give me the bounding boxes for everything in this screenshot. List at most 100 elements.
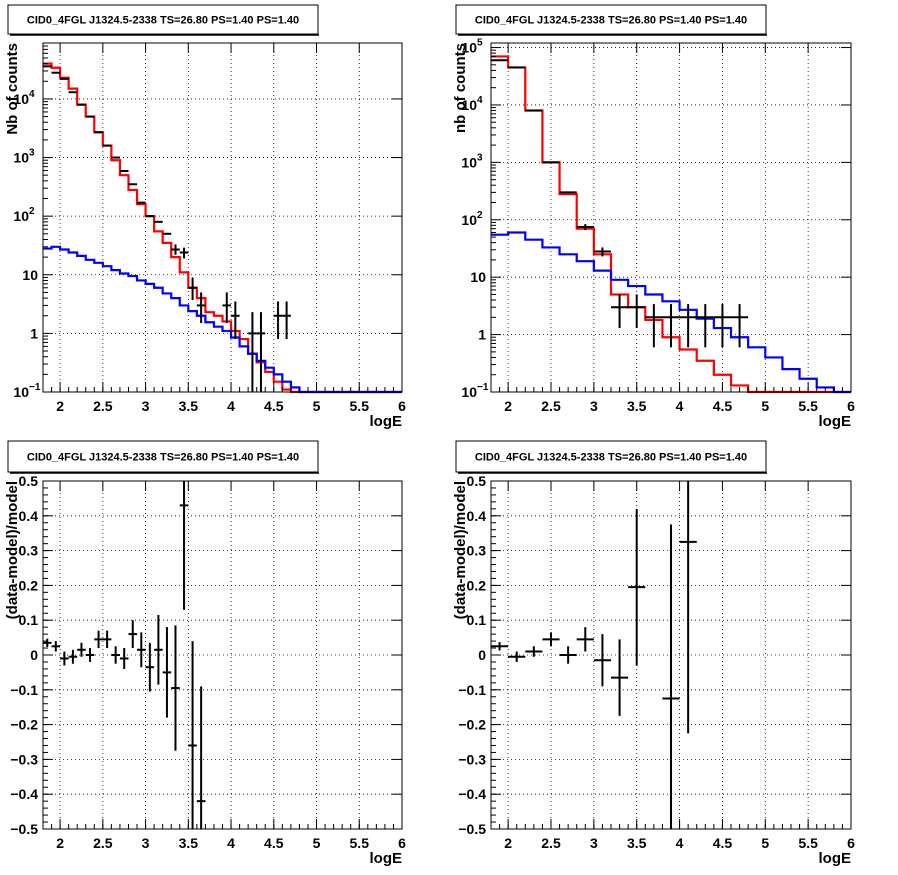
x-tick-label: 3.5 xyxy=(627,398,647,414)
x-tick-label: 4.5 xyxy=(264,398,284,414)
data-point xyxy=(559,646,577,664)
data-point xyxy=(196,686,206,829)
data-point xyxy=(119,648,129,669)
data-point xyxy=(196,292,206,324)
data-point xyxy=(77,642,86,657)
grid xyxy=(43,43,402,392)
y-tick-exponent: 3 xyxy=(29,148,35,159)
y-tick-label: 10 xyxy=(13,150,29,166)
x-tick-label: 2 xyxy=(56,835,64,851)
y-tick-label: 0.3 xyxy=(467,543,487,559)
y-axis: −0.5 −0.4 −0.3 −0.2 −0.1 0 0.1 0.2 0.3 0.4 0.5(dat… xyxy=(452,473,851,837)
data-points xyxy=(43,481,206,829)
title-frame xyxy=(7,440,319,473)
data-point xyxy=(128,620,138,649)
y-tick-label: 0.1 xyxy=(19,612,39,628)
x-tick-label: 3.5 xyxy=(179,835,199,851)
data-point xyxy=(273,301,283,340)
data-point xyxy=(679,304,697,348)
x-tick-label: 2 xyxy=(56,398,64,414)
chart-title: CID0_4FGL J1324.5-2338 TS=26.80 PS=1.40 … xyxy=(475,15,747,27)
y-tick-label: 0 xyxy=(30,647,38,663)
x-axis-label: logE xyxy=(370,413,403,430)
y-tick-label: 0.1 xyxy=(467,612,487,628)
data-point xyxy=(51,641,61,652)
total-model-histogram xyxy=(43,62,402,394)
data-point xyxy=(611,639,629,716)
y-tick-label: 10 xyxy=(461,212,477,228)
grid xyxy=(43,481,402,829)
data-point xyxy=(43,638,52,647)
y-tick-label: 0.3 xyxy=(19,543,39,559)
x-axis-label: logE xyxy=(370,850,403,867)
y-axis-label: (data-model)/model xyxy=(452,481,469,619)
data-point xyxy=(85,648,95,662)
y-tick-label: 10 xyxy=(461,97,477,113)
x-tick-label: 6 xyxy=(847,835,855,851)
y-tick-label: −0.4 xyxy=(458,786,486,802)
x-tick-label: 5 xyxy=(761,835,769,851)
data-point xyxy=(188,641,197,829)
data-point xyxy=(645,304,663,348)
data-point xyxy=(679,481,697,734)
x-axis-label: logE xyxy=(819,413,852,430)
x-tick-label: 5 xyxy=(761,398,769,414)
x-tick-label: 3 xyxy=(142,835,150,851)
data-point xyxy=(231,301,240,340)
data-point xyxy=(282,301,291,340)
x-tick-label: 4 xyxy=(227,835,235,851)
y-tick-label: 0.5 xyxy=(467,473,487,489)
y-tick-label: −0.2 xyxy=(10,717,38,733)
y-tick-label: 10 xyxy=(461,384,477,400)
y-tick-label: 1 xyxy=(478,327,486,343)
y-tick-label: 0.2 xyxy=(467,577,487,593)
y-tick-exponent: −1 xyxy=(477,382,489,393)
chart-title-box: CID0_4FGL J1324.5-2338 TS=26.80 PS=1.40 … xyxy=(7,440,319,474)
y-tick-exponent: 2 xyxy=(29,206,35,217)
data-point xyxy=(696,304,714,348)
y-tick-label: −0.1 xyxy=(458,682,486,698)
data-point xyxy=(713,304,731,348)
x-tick-label: 5 xyxy=(313,398,321,414)
x-axis-label: logE xyxy=(819,850,852,867)
data-point xyxy=(662,524,680,829)
data-point xyxy=(593,634,611,687)
y-tick-label: 0.5 xyxy=(19,473,39,489)
chart-panel-3: 2 2.5 3 3.5 4 4.5 5 5.5 6logE−0.5−0.4−0.3−0.2−0.… xyxy=(4,440,406,867)
data-point xyxy=(162,627,172,718)
data-point xyxy=(68,649,78,664)
data-points xyxy=(43,65,291,392)
background-model-histogram xyxy=(491,231,851,394)
x-tick-label: 3.5 xyxy=(179,398,199,414)
x-tick-label: 4.5 xyxy=(264,835,284,851)
data-point xyxy=(491,642,509,651)
x-tick-label: 2 xyxy=(504,835,512,851)
y-tick-label: 0.4 xyxy=(467,508,487,524)
data-point xyxy=(628,508,646,666)
chart-title-box: CID0_4FGL J1324.5-2338 TS=26.80 PS=1.40 … xyxy=(455,4,767,36)
y-tick-exponent: 3 xyxy=(477,152,483,163)
data-point xyxy=(111,646,120,664)
y-tick-exponent: 4 xyxy=(477,95,483,106)
x-tick-label: 2 xyxy=(504,398,512,414)
data-point xyxy=(576,224,594,231)
y-tick-label: 10 xyxy=(13,384,29,400)
data-point xyxy=(256,312,266,392)
chart-title: CID0_4FGL J1324.5-2338 TS=26.80 PS=1.40 … xyxy=(27,15,299,27)
data-point xyxy=(102,630,112,649)
y-tick-label: −0.2 xyxy=(458,717,486,733)
x-tick-label: 3 xyxy=(590,835,598,851)
y-tick-label: 0.4 xyxy=(19,508,39,524)
y-tick-label: 10 xyxy=(22,267,38,283)
x-tick-label: 6 xyxy=(398,835,406,851)
y-tick-label: 10 xyxy=(470,269,486,285)
x-tick-label: 5.5 xyxy=(798,398,818,414)
